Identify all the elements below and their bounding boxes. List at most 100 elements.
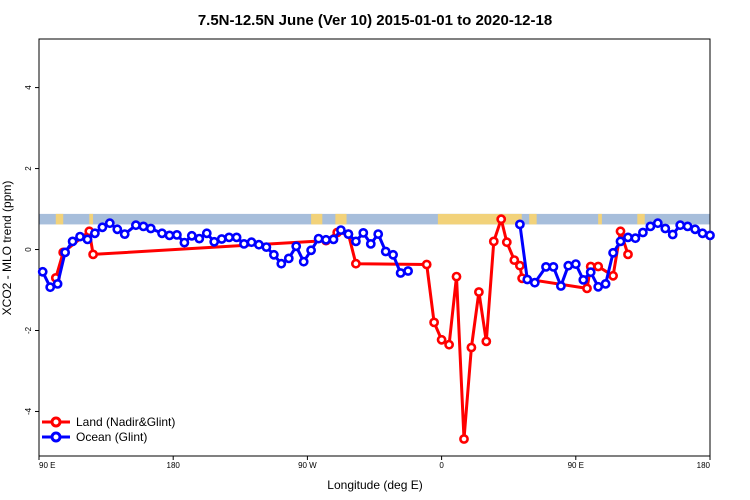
data-point: [682, 221, 693, 232]
data-point: [705, 230, 715, 241]
data-point: [466, 342, 477, 353]
series-land: [50, 214, 633, 444]
data-point: [623, 232, 633, 243]
data-point: [660, 223, 671, 234]
data-point: [638, 227, 648, 238]
data-point: [481, 336, 492, 347]
data-point: [201, 228, 212, 239]
data-point: [313, 233, 324, 244]
legend-ocean-marker: [50, 431, 62, 443]
data-point: [421, 259, 432, 270]
data-point: [298, 256, 309, 267]
data-point: [652, 218, 663, 229]
data-point: [436, 334, 447, 345]
data-point: [216, 234, 227, 244]
y-axis: -4 -2 0 2 4: [24, 85, 39, 415]
series-line: [54, 217, 630, 441]
x-tick-label: 180: [697, 461, 711, 470]
data-point: [261, 242, 272, 252]
data-point: [608, 270, 618, 281]
data-point: [75, 231, 85, 242]
land-band-segment: [437, 213, 522, 225]
x-tick-label: 90 E: [568, 461, 584, 470]
data-point: [690, 224, 700, 235]
data-point: [667, 229, 678, 240]
y-tick-label: -4: [24, 407, 33, 415]
data-point: [459, 434, 469, 444]
data-point: [515, 219, 525, 230]
legend-land-label: Land (Nadir&Glint): [76, 415, 175, 429]
data-point: [268, 249, 279, 260]
data-point: [37, 266, 48, 277]
data-point: [164, 230, 175, 241]
data-point: [582, 283, 592, 294]
ocean-band: [39, 213, 710, 225]
data-point: [276, 258, 287, 269]
y-tick-label: -2: [24, 326, 33, 334]
data-point: [328, 234, 339, 245]
data-point: [697, 228, 708, 239]
data-point: [306, 245, 316, 256]
data-point: [395, 268, 406, 278]
data-point: [224, 232, 234, 243]
plot-frame: [38, 38, 711, 457]
legend: Land (Nadir&Glint) Ocean (Glint): [42, 415, 175, 444]
data-point: [496, 214, 507, 225]
data-point: [88, 249, 98, 260]
land-band-segment: [529, 213, 537, 225]
data-point: [231, 232, 242, 243]
y-tick-label: 2: [24, 166, 33, 171]
x-axis-label: Longitude (deg E): [327, 478, 422, 492]
data-point: [509, 255, 520, 265]
data-point: [630, 233, 641, 244]
data-point: [145, 223, 156, 234]
data-point: [473, 287, 484, 297]
y-tick-label: 0: [24, 247, 33, 252]
data-point: [350, 236, 361, 247]
data-point: [350, 258, 361, 269]
legend-ocean-label: Ocean (Glint): [76, 430, 147, 444]
data-point: [67, 236, 78, 247]
data-point: [645, 221, 656, 232]
data-point: [283, 253, 294, 264]
data-point: [112, 224, 123, 235]
data-point: [90, 228, 100, 239]
x-tick-label: 180: [167, 461, 181, 470]
x-axis: 90 E 180 90 W 0 90 E 180: [38, 456, 711, 470]
land-band-segment: [89, 213, 94, 225]
data-point: [522, 274, 533, 285]
x-tick-label: 90 W: [298, 461, 317, 470]
data-point: [52, 278, 63, 289]
data-point: [119, 229, 130, 239]
data-point: [585, 267, 596, 278]
data-point: [501, 237, 512, 248]
data-point: [556, 281, 566, 291]
data-point: [97, 222, 108, 233]
data-point: [548, 261, 559, 272]
data-point: [239, 238, 249, 249]
land-band-segment: [335, 213, 347, 225]
data-point: [130, 220, 141, 231]
series-layer: [37, 214, 715, 444]
data-point: [563, 260, 574, 271]
land-band-segment: [637, 213, 645, 225]
chart-title: 7.5N-12.5N June (Ver 10) 2015-01-01 to 2…: [198, 12, 552, 29]
land-band-segment: [55, 213, 64, 225]
data-point: [451, 271, 462, 282]
legend-land-marker: [50, 416, 62, 428]
data-point: [615, 236, 626, 247]
data-point: [380, 246, 391, 257]
data-point: [157, 228, 167, 239]
data-point: [321, 234, 331, 245]
data-point: [615, 226, 626, 237]
land-ocean-band: [39, 213, 710, 225]
data-point: [365, 238, 376, 249]
data-point: [429, 317, 439, 328]
data-point: [209, 236, 220, 247]
data-point: [82, 234, 93, 245]
data-point: [186, 230, 197, 241]
y-tick-label: 4: [24, 85, 33, 90]
land-band-segment: [311, 213, 323, 225]
land-band-segment: [598, 213, 602, 225]
data-point: [373, 229, 384, 239]
